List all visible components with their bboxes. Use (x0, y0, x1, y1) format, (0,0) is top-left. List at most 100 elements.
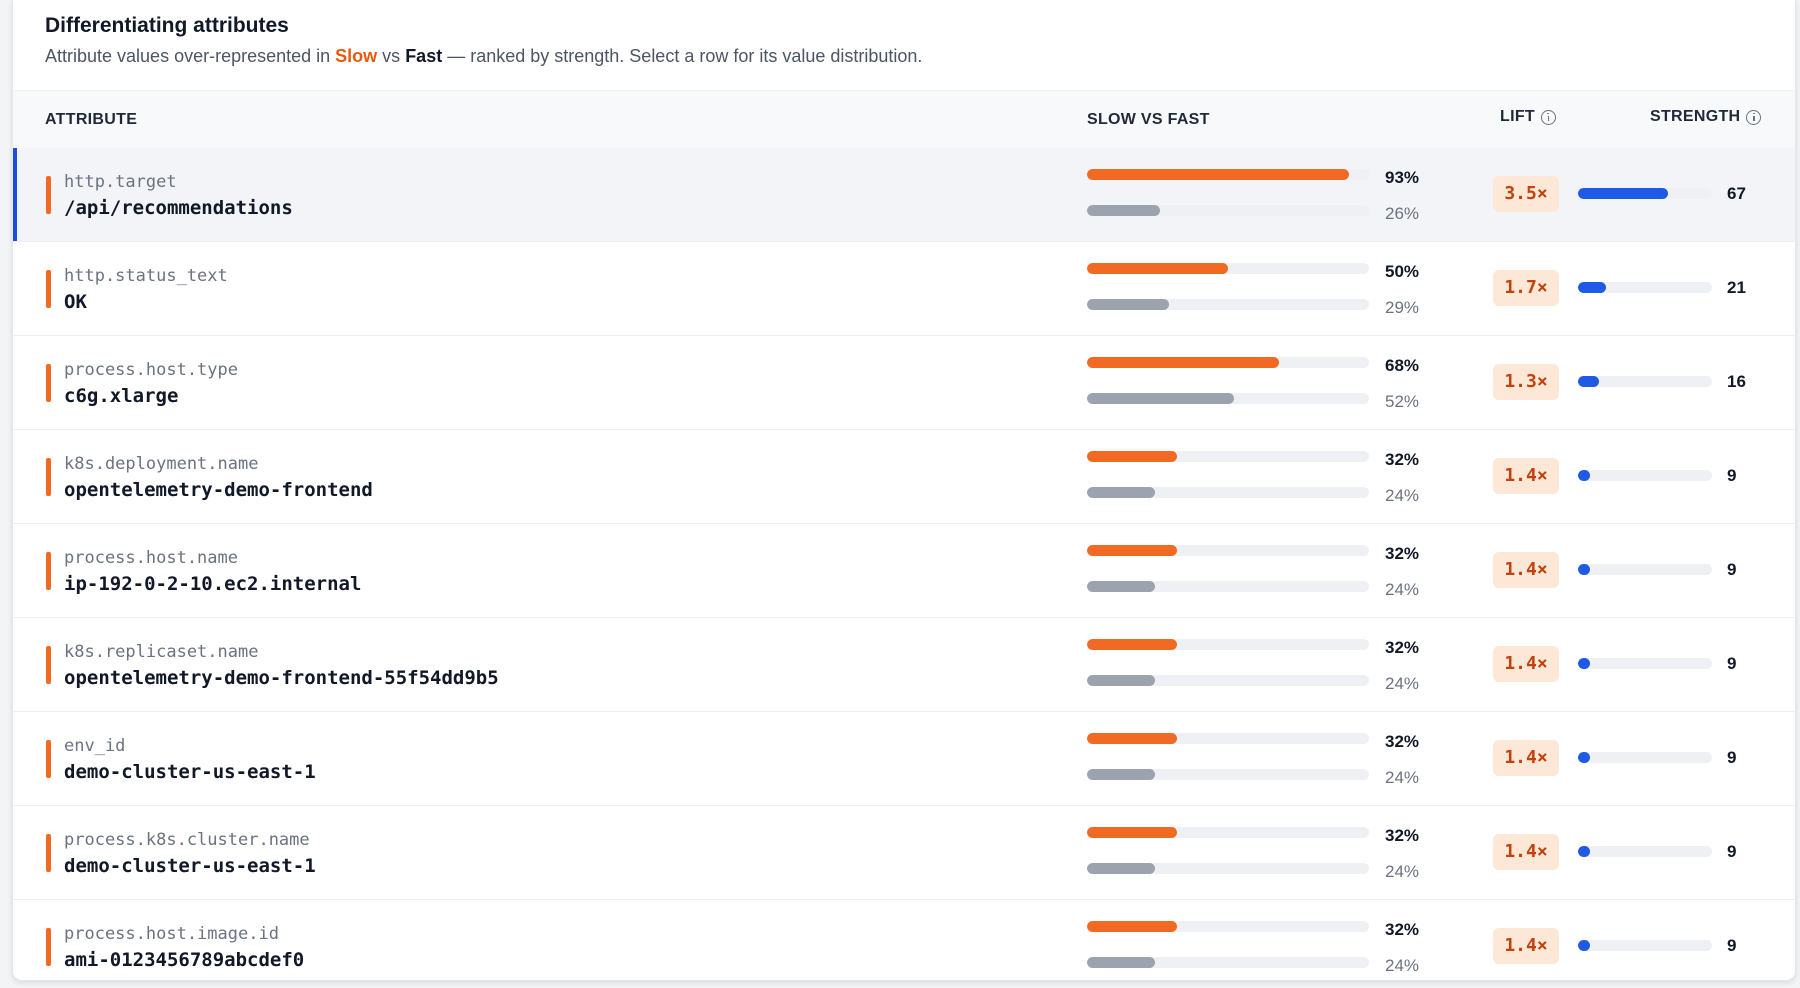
row-marker (46, 176, 51, 214)
table-row[interactable]: env_id demo-cluster-us-east-1 32% 24% 1.… (13, 712, 1795, 806)
table-row[interactable]: process.k8s.cluster.name demo-cluster-us… (13, 806, 1795, 900)
lift-badge: 1.3× (1493, 364, 1559, 400)
attribute-value: ami-0123456789abcdef0 (64, 949, 305, 971)
slow-percent: 32% (1385, 638, 1420, 657)
strength-bar (1578, 658, 1591, 669)
fast-bar (1087, 863, 1155, 874)
strength-bar-track (1578, 376, 1712, 387)
fast-bar (1087, 581, 1155, 592)
table-row[interactable]: process.host.name ip-192-0-2-10.ec2.inte… (13, 524, 1795, 618)
table-row[interactable]: process.host.type c6g.xlarge 68% 52% 1.3… (13, 336, 1795, 430)
lift-badge: 1.4× (1493, 552, 1559, 588)
subtitle-suffix: — ranked by strength. Select a row for i… (442, 46, 923, 66)
fast-bar-track (1087, 675, 1369, 686)
strength-value: 9 (1727, 936, 1737, 955)
fast-label: Fast (405, 46, 443, 66)
table-row[interactable]: http.status_text OK 50% 29% 1.7× 21 (13, 242, 1795, 336)
attribute-key: http.status_text (64, 266, 228, 286)
attribute-rows: http.target /api/recommendations 93% 26%… (13, 148, 1795, 980)
slow-bar-track (1087, 357, 1369, 368)
strength-bar-track (1578, 282, 1712, 293)
fast-bar (1087, 205, 1161, 216)
row-marker (46, 928, 51, 966)
attribute-key: k8s.replicaset.name (64, 642, 259, 662)
strength-info-icon[interactable] (1746, 109, 1762, 125)
lift-badge: 1.4× (1493, 458, 1559, 494)
fast-percent: 24% (1385, 486, 1420, 505)
row-marker (46, 646, 51, 684)
subtitle-vs: vs (377, 46, 406, 66)
panel-header: Differentiating attributes Attribute val… (45, 12, 922, 68)
slow-bar (1087, 263, 1228, 274)
slow-bar-track (1087, 733, 1369, 744)
strength-bar (1578, 470, 1591, 481)
fast-percent: 24% (1385, 768, 1420, 787)
strength-bar-track (1578, 846, 1712, 857)
slow-percent: 32% (1385, 450, 1420, 469)
fast-bar (1087, 299, 1169, 310)
column-lift: LIFT (1500, 108, 1556, 126)
fast-percent: 24% (1385, 956, 1420, 975)
slow-percent: 93% (1385, 168, 1420, 187)
panel-subtitle: Attribute values over-represented in Slo… (45, 44, 922, 68)
column-attribute: ATTRIBUTE (45, 111, 137, 129)
strength-bar-track (1578, 658, 1712, 669)
strength-bar-track (1578, 188, 1712, 199)
strength-bar (1578, 376, 1600, 387)
row-marker (46, 270, 51, 308)
strength-bar (1578, 188, 1668, 199)
strength-bar-track (1578, 940, 1712, 951)
fast-bar-track (1087, 581, 1369, 592)
slow-percent: 68% (1385, 356, 1420, 375)
lift-badge: 3.5× (1493, 176, 1559, 212)
slow-bar (1087, 451, 1178, 462)
differentiating-attributes-panel: Differentiating attributes Attribute val… (12, 0, 1796, 981)
table-row[interactable]: http.target /api/recommendations 93% 26%… (13, 148, 1795, 242)
strength-bar (1578, 846, 1591, 857)
fast-percent: 29% (1385, 298, 1420, 317)
attribute-key: http.target (64, 172, 177, 192)
row-marker (46, 834, 51, 872)
table-row[interactable]: process.host.image.id ami-0123456789abcd… (13, 900, 1795, 980)
slow-bar-track (1087, 921, 1369, 932)
slow-bar-track (1087, 451, 1369, 462)
slow-bar (1087, 169, 1350, 180)
lift-info-icon[interactable] (1540, 109, 1556, 125)
strength-bar-track (1578, 470, 1712, 481)
strength-bar (1578, 564, 1591, 575)
fast-bar-track (1087, 487, 1369, 498)
strength-value: 9 (1727, 842, 1737, 861)
slow-label: Slow (335, 46, 378, 66)
attribute-value: demo-cluster-us-east-1 (64, 761, 316, 783)
panel-title: Differentiating attributes (45, 14, 289, 37)
table-row[interactable]: k8s.deployment.name opentelemetry-demo-f… (13, 430, 1795, 524)
row-marker (46, 458, 51, 496)
slow-percent: 50% (1385, 262, 1420, 281)
fast-percent: 24% (1385, 862, 1420, 881)
fast-bar (1087, 675, 1155, 686)
attribute-key: process.host.type (64, 360, 238, 380)
table-header: ATTRIBUTE SLOW VS FAST LIFT STRENGTH (13, 90, 1795, 149)
slow-bar (1087, 545, 1178, 556)
strength-value: 9 (1727, 654, 1737, 673)
fast-bar (1087, 957, 1155, 968)
fast-bar-track (1087, 957, 1369, 968)
lift-badge: 1.7× (1493, 270, 1559, 306)
row-marker (46, 740, 51, 778)
attribute-key: env_id (64, 736, 126, 756)
slow-bar-track (1087, 545, 1369, 556)
attribute-value: opentelemetry-demo-frontend (64, 479, 373, 501)
slow-percent: 32% (1385, 544, 1420, 563)
attribute-key: process.host.name (64, 548, 238, 568)
strength-value: 9 (1727, 466, 1737, 485)
lift-badge: 1.4× (1493, 740, 1559, 776)
fast-bar-track (1087, 769, 1369, 780)
strength-bar (1578, 940, 1591, 951)
column-lift-label: LIFT (1500, 108, 1535, 125)
fast-bar (1087, 487, 1155, 498)
column-slow-vs-fast: SLOW VS FAST (1087, 111, 1210, 129)
attribute-key: process.k8s.cluster.name (64, 830, 310, 850)
strength-value: 67 (1727, 184, 1746, 203)
table-row[interactable]: k8s.replicaset.name opentelemetry-demo-f… (13, 618, 1795, 712)
strength-value: 21 (1727, 278, 1746, 297)
